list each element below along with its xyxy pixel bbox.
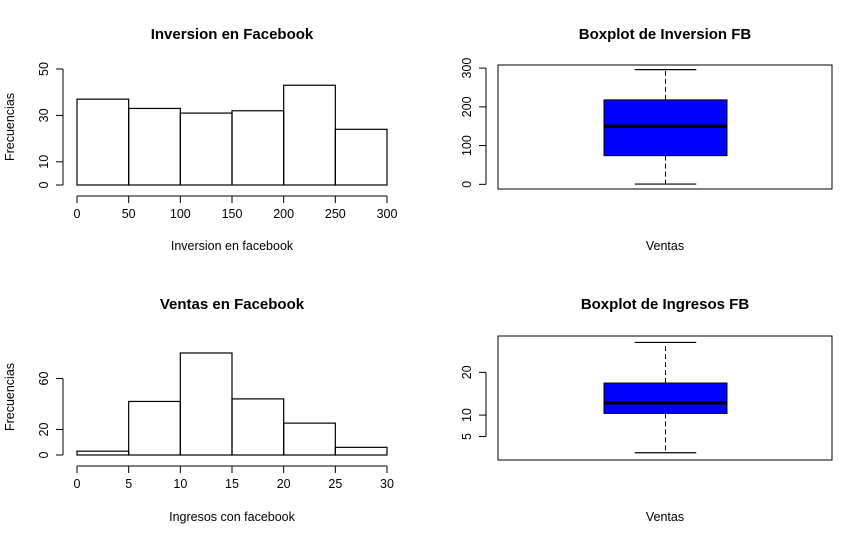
y-axis-label: Frecuencias — [3, 363, 17, 431]
x-axis-label: Inversion en facebook — [171, 239, 294, 253]
x-tick-label: 300 — [377, 207, 398, 221]
panel-ingresos-boxplot: Boxplot de Ingresos FB Ventas 5 10 20 — [460, 296, 833, 524]
plot-area: 0 50 100 150 200 250 300 0 10 30 50 — [37, 62, 397, 221]
y-tick-label: 0 — [37, 181, 51, 188]
histogram-bar — [179, 112, 233, 186]
histogram-bar — [128, 400, 181, 456]
x-tick-label: 150 — [222, 207, 243, 221]
plot-frame — [497, 64, 833, 190]
y-tick-label: 300 — [460, 58, 474, 79]
histogram-bar — [76, 98, 130, 186]
y-axis-label: Frecuencias — [3, 93, 17, 161]
x-tick-label: 50 — [122, 207, 136, 221]
chart-title: Inversion en Facebook — [151, 26, 314, 43]
panel-ventas-histogram: Ventas en Facebook Ingresos con facebook… — [3, 296, 394, 524]
x-tick-label: 30 — [380, 477, 394, 491]
y-tick-label: 0 — [37, 451, 51, 458]
plot-area: 0 100 200 300 — [460, 58, 833, 190]
y-tick-label: 10 — [37, 155, 51, 169]
plot-area: 0 5 10 15 20 25 30 0 20 60 — [37, 352, 394, 491]
chart-title: Ventas en Facebook — [160, 296, 305, 313]
x-tick-label: 200 — [273, 207, 294, 221]
histogram-bar — [76, 450, 130, 456]
x-tick-label: 10 — [173, 477, 187, 491]
x-tick-label: 25 — [328, 477, 342, 491]
x-axis-label: Ventas — [646, 510, 684, 524]
histogram-bar — [283, 84, 336, 186]
histogram-bar — [128, 107, 181, 186]
x-tick-label: 100 — [170, 207, 191, 221]
x-tick-label: 5 — [125, 477, 132, 491]
x-axis-label: Ingresos con facebook — [169, 510, 296, 524]
histogram-bar — [179, 352, 233, 456]
histogram-bar — [334, 446, 388, 456]
plot-area: 5 10 20 — [460, 335, 833, 461]
iqr-box — [603, 382, 728, 414]
y-tick-label: 50 — [37, 62, 51, 76]
panel-inversion-histogram: Inversion en Facebook Inversion en faceb… — [3, 26, 397, 253]
histogram-bar — [231, 398, 285, 456]
x-tick-label: 15 — [225, 477, 239, 491]
y-tick-label: 20 — [37, 423, 51, 437]
plot-frame — [497, 335, 833, 461]
y-tick-label: 20 — [460, 365, 474, 379]
histogram-bar — [334, 128, 388, 186]
chart-title: Boxplot de Inversion FB — [579, 26, 752, 43]
x-tick-label: 0 — [74, 207, 81, 221]
x-axis-label: Ventas — [646, 239, 684, 253]
y-tick-label: 10 — [460, 408, 474, 422]
x-tick-label: 20 — [277, 477, 291, 491]
x-tick-label: 0 — [74, 477, 81, 491]
y-tick-label: 200 — [460, 96, 474, 117]
y-tick-label: 30 — [37, 108, 51, 122]
histogram-bar — [283, 422, 336, 456]
chart-title: Boxplot de Ingresos FB — [581, 296, 750, 313]
y-tick-label: 60 — [37, 372, 51, 386]
histogram-bar — [231, 110, 285, 186]
y-tick-label: 0 — [460, 181, 474, 188]
x-tick-label: 250 — [325, 207, 346, 221]
panel-inversion-boxplot: Boxplot de Inversion FB Ventas 0 100 200 30… — [460, 26, 833, 253]
y-tick-label: 5 — [460, 433, 474, 440]
y-tick-label: 100 — [460, 135, 474, 156]
